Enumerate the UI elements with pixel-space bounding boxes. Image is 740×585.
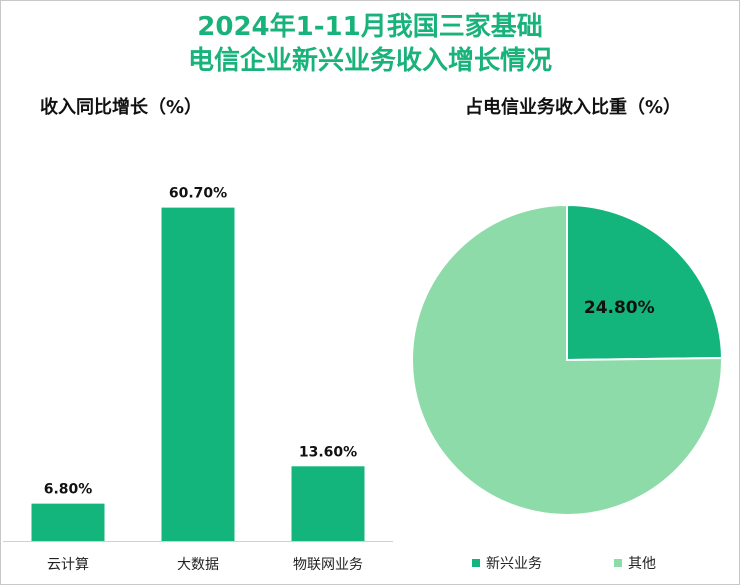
chart-title-line-2: 电信企业新兴业务收入增长情况	[187, 46, 552, 76]
pie-chart-subtitle: 占电信业务收入比重（%）	[465, 97, 682, 118]
legend-swatch	[472, 559, 480, 567]
pie-legend: 新兴业务 其他	[472, 556, 656, 572]
bar-3	[291, 466, 365, 541]
x-tick-label: 云计算	[47, 557, 89, 573]
bar-1	[31, 503, 105, 541]
x-tick-label: 大数据	[177, 557, 219, 573]
legend-label: 新兴业务	[486, 556, 542, 572]
pie-value-label: 24.80%	[584, 298, 655, 318]
legend-swatch	[614, 559, 622, 567]
chart-title-line-1: 2024年1-11月我国三家基础	[197, 12, 543, 42]
legend-label: 其他	[628, 556, 656, 572]
pie-slice-1	[566, 203, 724, 362]
pie-slice-2	[411, 203, 723, 516]
bar-chart: 6.80% 云计算 60.70% 大数据 13.60% 物联网业务	[3, 186, 393, 573]
bar-value-label: 6.80%	[44, 482, 93, 498]
bar-value-label: 60.70%	[169, 186, 227, 202]
pie-chart: 24.80%	[411, 203, 724, 516]
x-tick-label: 物联网业务	[293, 557, 363, 573]
bar-2	[161, 207, 235, 541]
bar-chart-subtitle: 收入同比增长（%）	[40, 97, 203, 118]
bar-value-label: 13.60%	[299, 444, 357, 460]
